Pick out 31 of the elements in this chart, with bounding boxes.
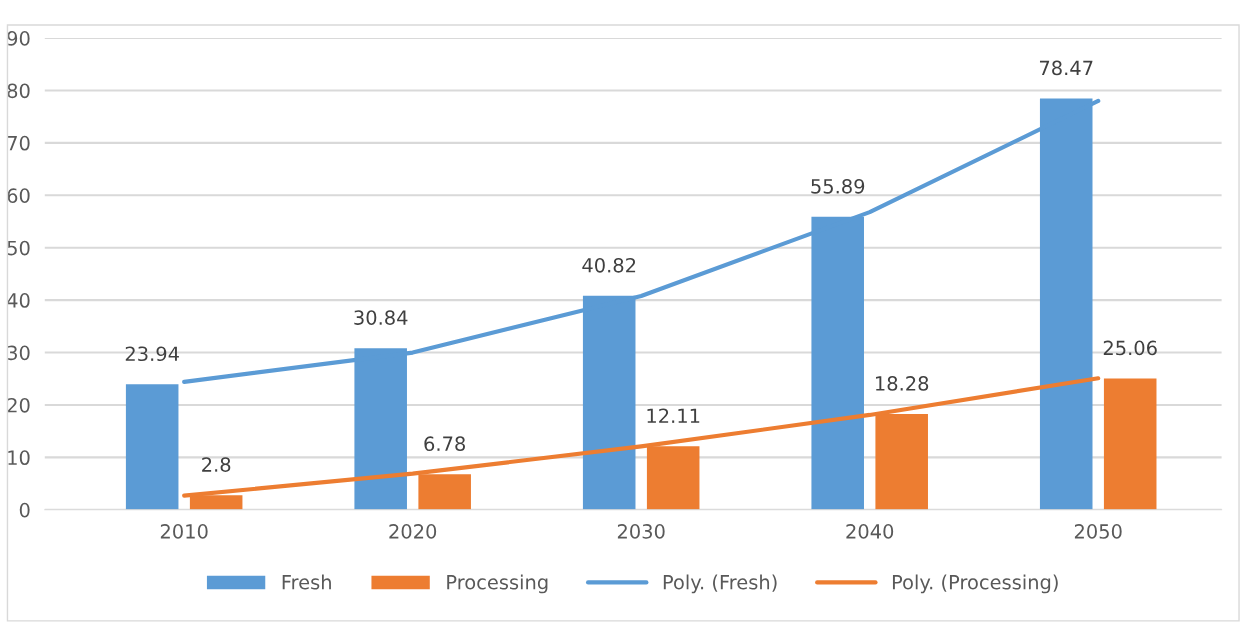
bar: [1103, 378, 1157, 510]
bar: [125, 384, 179, 510]
data-label: 23.94: [125, 346, 179, 362]
data-label: 40.82: [582, 257, 636, 273]
data-label: 2.8: [202, 457, 231, 472]
data-label: 78.47: [1039, 60, 1093, 76]
data-label: 6.78: [424, 436, 465, 452]
legend-label: Poly. (Processing): [892, 574, 1058, 594]
y-tick-label: 40: [7, 293, 30, 308]
x-tick-label: 2040: [846, 524, 894, 539]
x-tick-label: 2010: [160, 524, 208, 539]
legend-label: Poly. (Fresh): [663, 574, 777, 594]
y-tick-label: 80: [7, 83, 30, 99]
data-label: 55.89: [811, 178, 865, 194]
data-label: 18.28: [876, 376, 929, 391]
y-tick-label: 20: [7, 397, 30, 413]
x-tick-label: 2020: [389, 524, 437, 539]
x-tick-label: 2030: [617, 524, 665, 539]
data-label: 30.84: [354, 310, 408, 325]
y-tick-label: 30: [7, 345, 30, 361]
y-tick-label: 70: [7, 135, 30, 151]
data-label: 12.11: [647, 408, 700, 423]
y-tick-label: 0: [19, 502, 30, 518]
y-tick-label: 60: [7, 188, 30, 203]
y-tick-label: 50: [7, 240, 30, 256]
legend-label: Processing: [447, 574, 548, 594]
y-tick-label: 90: [7, 31, 30, 46]
legend-label: Fresh: [282, 574, 331, 590]
data-label: 25.06: [1103, 340, 1157, 356]
x-tick-label: 2050: [1074, 524, 1122, 539]
y-tick-label: 10: [8, 450, 30, 466]
